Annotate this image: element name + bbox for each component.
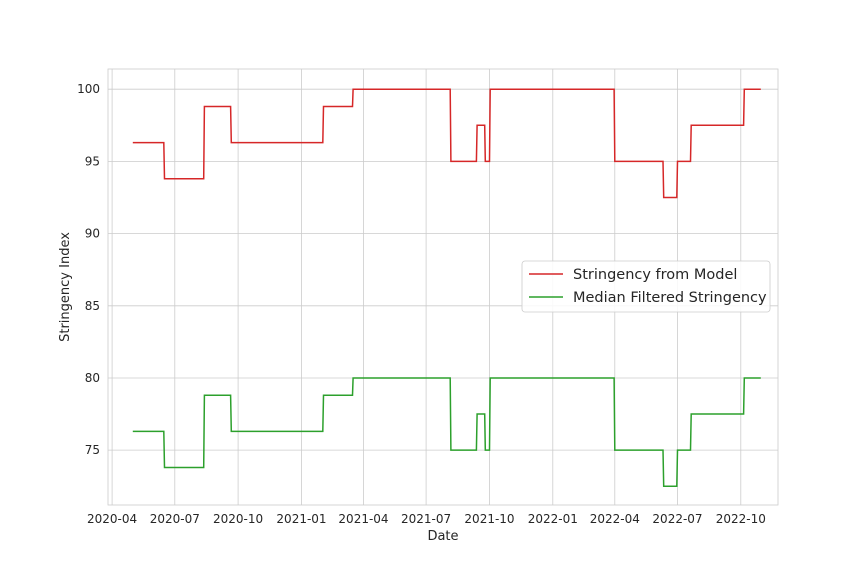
y-tick-label: 75 bbox=[85, 443, 100, 457]
y-axis-label: Stringency Index bbox=[58, 232, 73, 342]
x-tick-label: 2022-04 bbox=[590, 512, 640, 526]
y-axis-ticks: 75 80 85 90 95 100 bbox=[77, 82, 100, 457]
x-tick-label: 2020-10 bbox=[213, 512, 263, 526]
x-tick-label: 2021-10 bbox=[464, 512, 514, 526]
x-axis-ticks: 2020-04 2020-07 2020-10 2021-01 2021-04 2021-… bbox=[87, 512, 766, 526]
y-tick-label: 80 bbox=[85, 371, 100, 385]
series-line-median bbox=[132, 377, 761, 487]
series-line-model bbox=[132, 88, 761, 199]
legend-box bbox=[521, 260, 771, 313]
x-tick-label: 2020-07 bbox=[150, 512, 200, 526]
legend: Stringency from Model Median Filtered St… bbox=[521, 260, 771, 313]
x-tick-label: 2021-04 bbox=[338, 512, 388, 526]
legend-label-median: Median Filtered Stringency bbox=[573, 290, 767, 306]
y-tick-label: 85 bbox=[85, 299, 100, 313]
y-tick-label: 90 bbox=[85, 227, 100, 241]
legend-label-model: Stringency from Model bbox=[573, 267, 737, 283]
x-tick-label: 2022-01 bbox=[528, 512, 578, 526]
y-tick-label: 95 bbox=[85, 154, 100, 168]
x-tick-label: 2020-04 bbox=[87, 512, 137, 526]
x-tick-label: 2021-01 bbox=[276, 512, 326, 526]
x-tick-label: 2022-07 bbox=[652, 512, 702, 526]
x-tick-label: 2022-10 bbox=[716, 512, 766, 526]
series-layer bbox=[132, 88, 761, 487]
y-tick-label: 100 bbox=[77, 82, 100, 96]
x-tick-label: 2021-07 bbox=[401, 512, 451, 526]
x-axis-label: Date bbox=[427, 529, 458, 544]
